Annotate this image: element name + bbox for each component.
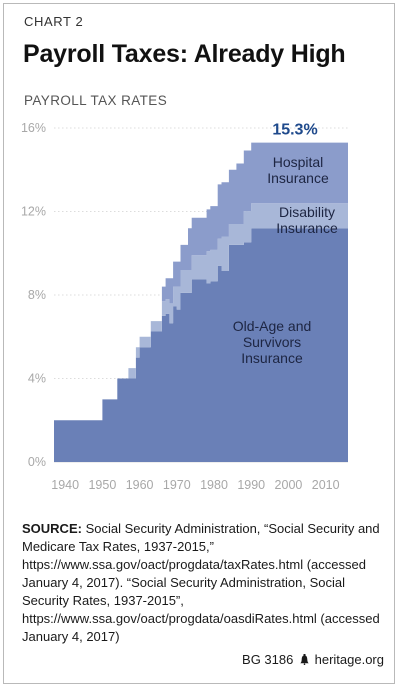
- disability-insurance-area: [54, 203, 348, 421]
- source-note: SOURCE: Social Security Administration, …: [22, 520, 382, 646]
- x-tick-label: 1970: [163, 478, 191, 492]
- hospital-insurance-area: [54, 142, 348, 421]
- y-axis-ticks: 0% 4% 8% 12% 16%: [21, 121, 46, 469]
- liberty-bell-icon: [300, 654, 309, 665]
- x-tick-label: 2010: [312, 478, 340, 492]
- chart-frame: [3, 3, 395, 684]
- source-text: Social Security Administration, “Social …: [22, 521, 380, 644]
- stacked-areas: [54, 142, 348, 462]
- total-rate-label: 15.3%: [272, 122, 317, 139]
- x-tick-label: 1960: [126, 478, 154, 492]
- area-labels: Hospital Insurance Disability Insurance Old-…: [233, 154, 338, 366]
- chart-number: CHART 2: [24, 14, 84, 29]
- y-tick-label: 8%: [28, 288, 46, 302]
- chart-subtitle: PAYROLL TAX RATES: [24, 93, 168, 108]
- y-tick-label: 12%: [21, 205, 46, 219]
- old-age-and-survivors-insurance-area: [54, 228, 348, 462]
- footer: BG 3186 heritage.org: [242, 652, 384, 667]
- chart-title: Payroll Taxes: Already High: [23, 40, 346, 68]
- y-tick-label: 0%: [28, 455, 46, 469]
- y-tick-label: 4%: [28, 372, 46, 386]
- area-label: Hospital Insurance: [267, 154, 329, 186]
- x-tick-label: 1940: [51, 478, 79, 492]
- site-name: heritage.org: [314, 652, 384, 667]
- x-axis-ticks: 1940 1950 1960 1970 1980 1990 2000 2010: [51, 478, 339, 492]
- y-tick-label: 16%: [21, 121, 46, 135]
- x-tick-label: 1950: [88, 478, 116, 492]
- area-label: Disability Insurance: [276, 204, 338, 236]
- x-tick-label: 1980: [200, 478, 228, 492]
- x-tick-label: 1990: [237, 478, 265, 492]
- area-label: Old-Age and Survivors Insurance: [233, 318, 312, 366]
- source-label: SOURCE:: [22, 521, 82, 536]
- report-id: BG 3186: [242, 652, 294, 667]
- x-tick-label: 2000: [275, 478, 303, 492]
